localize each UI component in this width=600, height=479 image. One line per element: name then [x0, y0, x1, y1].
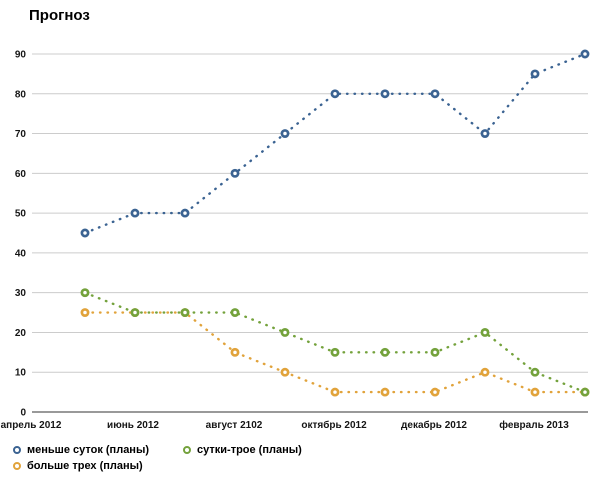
data-point-marker[interactable] [430, 89, 440, 99]
series-line-1 [83, 291, 587, 394]
data-point-marker[interactable] [180, 308, 190, 318]
legend-item-sutki-troe[interactable]: сутки-трое (планы) [183, 442, 433, 457]
data-point-marker[interactable] [230, 347, 240, 357]
y-axis-label: 0 [20, 408, 26, 419]
line-chart-svg: 0 10 20 30 40 50 60 70 80 90 апрель 2012 июнь 2012 а… [1, 49, 590, 431]
data-point-marker[interactable] [580, 387, 590, 397]
data-point-marker[interactable] [130, 208, 140, 218]
ring-marker-icon [13, 445, 21, 454]
data-point-marker[interactable] [330, 387, 340, 397]
x-axis-label: август 2102 [206, 420, 263, 431]
x-axis-label: июнь 2012 [107, 420, 159, 431]
ring-marker-icon [13, 461, 21, 470]
y-axis-label: 10 [15, 368, 27, 379]
data-point-marker[interactable] [280, 327, 290, 337]
data-point-marker[interactable] [80, 288, 90, 298]
data-point-marker[interactable] [480, 367, 490, 377]
data-point-marker[interactable] [130, 308, 140, 318]
data-point-marker[interactable] [230, 308, 240, 318]
data-point-marker[interactable] [380, 387, 390, 397]
x-axis-label: февраль 2013 [499, 419, 569, 431]
x-axis-label: декабрь 2012 [401, 419, 467, 431]
data-point-marker[interactable] [330, 89, 340, 99]
y-axis-label: 30 [15, 288, 27, 299]
x-axis-label: апрель 2012 [1, 420, 62, 431]
data-point-marker[interactable] [380, 89, 390, 99]
data-point-marker[interactable] [430, 387, 440, 397]
data-point-marker[interactable] [530, 387, 540, 397]
legend-label: сутки-трое (планы) [197, 443, 302, 456]
data-point-marker[interactable] [280, 367, 290, 377]
data-point-marker[interactable] [480, 327, 490, 337]
y-axis-label: 80 [15, 89, 27, 100]
legend-label: больше трех (планы) [27, 459, 143, 472]
legend-item-menshe-sutok[interactable]: меньше суток (планы) [13, 442, 183, 457]
chart-legend: меньше суток (планы) сутки-трое (планы) … [13, 442, 433, 473]
chart-title: Прогноз [29, 7, 90, 24]
data-point-marker[interactable] [80, 308, 90, 318]
data-point-marker[interactable] [480, 129, 490, 139]
x-axis-label: октябрь 2012 [301, 419, 367, 431]
y-axis-label: 70 [15, 129, 27, 140]
y-axis-label: 40 [15, 248, 27, 259]
ring-marker-icon [183, 445, 191, 454]
data-point-marker[interactable] [380, 347, 390, 357]
data-point-marker[interactable] [330, 347, 340, 357]
series-line-0 [83, 52, 587, 235]
data-point-marker[interactable] [430, 347, 440, 357]
legend-item-bolshe-treh[interactable]: больше трех (планы) [13, 458, 183, 473]
data-point-marker[interactable] [80, 228, 90, 238]
data-point-marker[interactable] [180, 208, 190, 218]
data-point-marker[interactable] [580, 49, 590, 59]
y-axis-label: 90 [15, 50, 27, 61]
data-point-marker[interactable] [530, 69, 540, 79]
y-axis-label: 60 [15, 169, 27, 180]
data-point-marker[interactable] [230, 168, 240, 178]
y-axis-label: 50 [15, 209, 27, 220]
y-axis-label: 20 [15, 328, 27, 339]
data-point-marker[interactable] [530, 367, 540, 377]
legend-label: меньше суток (планы) [27, 443, 150, 456]
data-point-marker[interactable] [280, 129, 290, 139]
